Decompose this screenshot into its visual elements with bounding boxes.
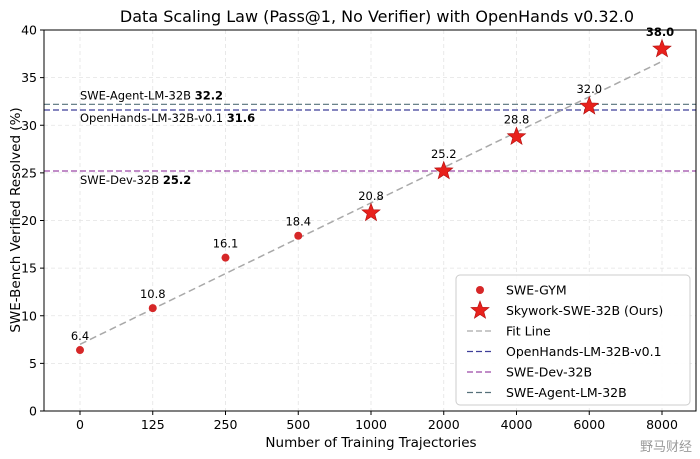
data-point-swe-gym [148,304,157,313]
legend-label: SWE-Dev-32B [506,365,592,380]
data-point-skywork [506,126,527,146]
x-tick-label: 8000 [646,417,678,432]
data-point-swe-gym [76,346,84,355]
x-tick-label: 125 [141,417,165,432]
reference-value: 31.6 [227,111,255,125]
x-tick-label: 2000 [428,417,460,432]
data-label: 6.4 [71,329,89,343]
data-point-skywork [579,95,600,115]
x-tick-label: 0 [76,417,84,432]
reference-value: 25.2 [163,173,191,187]
legend-marker-star [470,300,490,319]
y-tick-label: 5 [29,356,37,371]
data-label: 10.8 [140,287,166,301]
data-label: 32.0 [576,82,602,96]
reference-line-label: OpenHands-LM-32B-v0.1 31.6 [80,111,255,125]
x-tick-label: 6000 [573,417,605,432]
data-label: 16.1 [213,237,239,251]
data-point-skywork [433,160,454,180]
x-tick-label: 4000 [501,417,533,432]
y-tick-label: 0 [29,404,37,419]
y-tick-label: 20 [21,213,37,228]
y-tick-label: 40 [21,23,37,38]
legend-marker-circle [476,286,484,294]
data-point-swe-gym [294,231,303,240]
legend-label: OpenHands-LM-32B-v0.1 [506,344,662,359]
reference-name: OpenHands-LM-32B-v0.1 [80,111,227,125]
data-points [76,38,672,355]
x-tick-label: 250 [214,417,238,432]
data-point-swe-gym [221,253,230,262]
data-label: 28.8 [504,113,530,127]
x-tick-label: 1000 [355,417,387,432]
y-tick-label: 30 [21,118,37,133]
legend-label: Skywork-SWE-32B (Ours) [506,303,663,318]
y-tick-label: 25 [21,165,37,180]
y-tick-label: 10 [21,308,37,323]
data-label: 38.0 [646,25,674,39]
reference-line-label: SWE-Dev-32B 25.2 [80,173,191,187]
data-point-skywork [361,202,381,222]
chart-title: Data Scaling Law (Pass@1, No Verifier) w… [120,7,634,26]
y-tick-label: 15 [21,261,37,276]
data-label: 20.8 [358,189,384,203]
reference-value: 32.2 [195,88,223,102]
y-axis-label: SWE-Bench Verified Resolved (%) [8,107,24,332]
reference-name: SWE-Dev-32B [80,173,163,187]
x-tick-label: 500 [286,417,310,432]
reference-name: SWE-Agent-LM-32B [80,88,195,102]
axes: 0 5 10 15 20 25 30 35 40 0 125 250 500 1000 2000 4000 60… [21,23,697,432]
x-axis-label: Number of Training Trajectories [265,435,476,451]
data-label: 25.2 [431,147,457,161]
legend-box [455,274,691,406]
watermark-text: 野马财经 [639,440,692,455]
reference-line-label: SWE-Agent-LM-32B 32.2 [80,88,223,102]
legend-label: SWE-Agent-LM-32B [506,385,627,400]
y-tick-label: 35 [21,70,37,85]
data-labels: 6.4 10.8 16.1 18.4 20.8 25.2 28.8 32.0 38.0 [71,25,674,343]
data-point-skywork [652,38,672,58]
legend-label: Fit Line [506,324,551,339]
data-label: 18.4 [285,215,311,229]
legend: SWE-GYM Skywork-SWE-32B (Ours) Fit Line Ope… [455,274,691,406]
legend-label: SWE-GYM [506,283,567,298]
